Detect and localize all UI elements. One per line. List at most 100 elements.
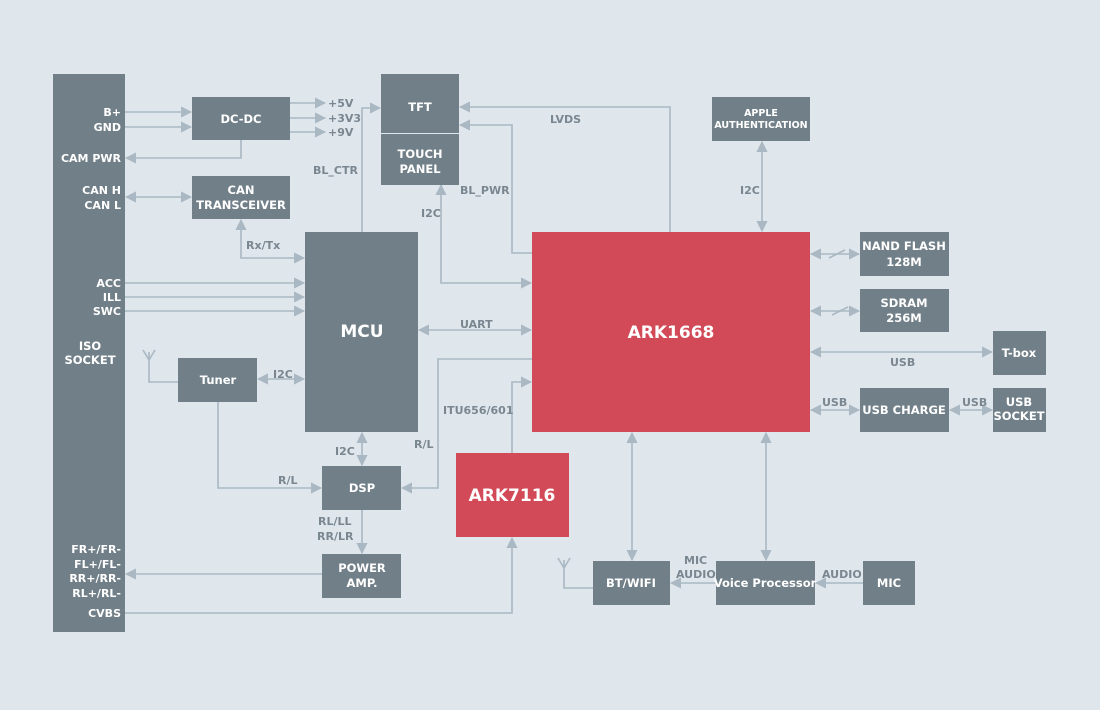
svg-text:Voice Processor: Voice Processor	[714, 576, 817, 590]
svg-text:TFT: TFT	[408, 100, 432, 114]
label-usb-socket: USB	[962, 396, 987, 409]
label-9v: +9V	[328, 126, 354, 139]
svg-text:128M: 128M	[886, 255, 921, 269]
pin-fr: FR+/FR-	[71, 543, 121, 556]
pin-can-h: CAN H	[82, 184, 121, 197]
svg-text:POWER: POWER	[338, 561, 386, 575]
label-usb-charge: USB	[822, 396, 847, 409]
label-i2c-tft: I2C	[421, 207, 441, 220]
svg-text:USB: USB	[1006, 395, 1032, 409]
pin-gnd: GND	[94, 121, 121, 134]
pin-cvbs: CVBS	[88, 607, 121, 620]
svg-text:MIC: MIC	[877, 576, 901, 590]
svg-text:CAN: CAN	[228, 183, 255, 197]
label-itu: ITU656/601	[443, 404, 513, 417]
line-lvds	[458, 101, 671, 232]
label-lvds: LVDS	[550, 113, 581, 126]
line-cvbs	[125, 536, 518, 614]
pin-cam-pwr: CAM PWR	[61, 152, 122, 165]
iso-title: SOCKET	[64, 353, 115, 367]
connections	[124, 97, 994, 614]
label-bl-pwr: BL_PWR	[460, 184, 510, 197]
label-rl-ark: R/L	[414, 438, 434, 451]
pin-acc: ACC	[96, 277, 121, 290]
line-i2c-tft	[435, 183, 533, 289]
svg-text:T-box: T-box	[1002, 346, 1037, 360]
label-i2c-apple: I2C	[740, 184, 760, 197]
nand-flash-block: NAND FLASH 128M	[860, 232, 949, 276]
bus-slash	[828, 249, 846, 259]
pin-can-l: CAN L	[84, 199, 121, 212]
label-speakers: RR/LR	[317, 530, 354, 543]
line-cam-pwr	[124, 140, 242, 164]
svg-text:AMP.: AMP.	[346, 576, 377, 590]
ark1668-chip: ARK1668	[532, 232, 810, 432]
pin-swc: SWC	[93, 305, 121, 318]
iso-title: ISO	[79, 339, 102, 353]
pin-ill: ILL	[103, 291, 121, 304]
signal-labels: +5V +3V3 +9V BL_CTR BL_PWR LVDS I2C I2C …	[246, 97, 987, 581]
line-bl-pwr	[458, 119, 532, 254]
label-rxtx: Rx/Tx	[246, 239, 280, 252]
label-bl-ctr: BL_CTR	[313, 164, 358, 177]
dsp-block: DSP	[322, 466, 401, 510]
svg-text:SOCKET: SOCKET	[993, 409, 1044, 423]
bus-slash	[831, 306, 849, 316]
line-rxtx	[235, 218, 306, 264]
antenna-icon	[557, 557, 571, 570]
line-bl-ctr	[361, 102, 382, 232]
svg-text:ARK1668: ARK1668	[628, 323, 715, 343]
voice-processor-block: Voice Processor	[714, 561, 817, 605]
svg-text:DSP: DSP	[349, 481, 375, 495]
line-rl-ark	[400, 358, 532, 494]
label-usb-tbox: USB	[890, 356, 915, 369]
bt-wifi-block: BT/WIFI	[593, 561, 670, 605]
line-rl-tuner	[217, 402, 323, 494]
svg-text:Tuner: Tuner	[200, 373, 237, 387]
svg-text:ARK7116: ARK7116	[469, 486, 556, 506]
svg-text:USB CHARGE: USB CHARGE	[862, 403, 946, 417]
svg-text:256M: 256M	[886, 311, 921, 325]
tft-block: TFT	[381, 74, 459, 133]
line-bt-antenna	[563, 560, 593, 589]
svg-text:NAND FLASH: NAND FLASH	[862, 239, 946, 253]
label-rl-tuner: R/L	[278, 474, 298, 487]
label-speakers: RL/LL	[318, 515, 352, 528]
antenna-icon	[142, 349, 156, 362]
line-tuner-antenna	[148, 352, 178, 383]
svg-text:BT/WIFI: BT/WIFI	[606, 576, 656, 590]
svg-text:PANEL: PANEL	[399, 162, 441, 176]
svg-text:SDRAM: SDRAM	[880, 296, 927, 310]
label-i2c-tuner: I2C	[273, 368, 293, 381]
label-uart: UART	[460, 318, 493, 331]
label-3v3: +3V3	[328, 112, 361, 125]
label-mic-audio: AUDIO	[676, 568, 716, 581]
mic-block: MIC	[863, 561, 915, 605]
label-audio: AUDIO	[822, 568, 862, 581]
mcu-block: MCU	[305, 232, 418, 432]
line-itu	[511, 376, 533, 453]
svg-text:AUTHENTICATION: AUTHENTICATION	[714, 120, 807, 131]
pin-rr: RR+/RR-	[69, 572, 121, 585]
label-i2c-dsp: I2C	[335, 445, 355, 458]
iso-socket: B+ GND CAM PWR CAN H CAN L ACC ILL SWC I…	[53, 74, 125, 632]
svg-text:TOUCH: TOUCH	[397, 147, 442, 161]
label-mic-audio: MIC	[684, 554, 707, 567]
pin-rl: RL+/RL-	[72, 587, 121, 600]
pin-bplus: B+	[103, 106, 121, 119]
dcdc-block: DC-DC	[192, 97, 290, 140]
tuner-block: Tuner	[178, 358, 257, 402]
svg-text:DC-DC: DC-DC	[220, 112, 261, 126]
svg-text:MCU: MCU	[340, 322, 383, 342]
svg-text:APPLE: APPLE	[744, 108, 778, 119]
ark7116-chip: ARK7116	[456, 453, 569, 537]
tbox-block: T-box	[993, 331, 1046, 375]
svg-text:TRANSCEIVER: TRANSCEIVER	[196, 198, 286, 212]
